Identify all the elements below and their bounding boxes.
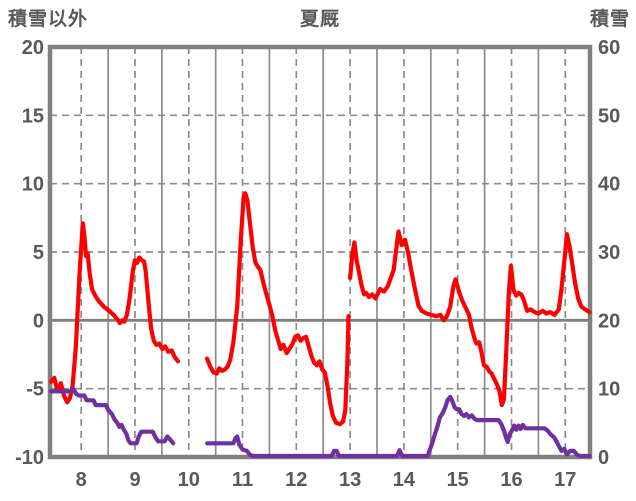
snow-depth-line-series xyxy=(49,386,176,446)
y-left-tick-label: 5 xyxy=(33,242,44,264)
x-tick-label: 11 xyxy=(232,469,253,491)
y-left-tick-label: -10 xyxy=(15,447,44,469)
right-axis-title: 積雪 xyxy=(589,9,630,30)
x-tick-label: 8 xyxy=(76,469,87,491)
y-right-tick-label: 10 xyxy=(598,379,620,401)
temperature-line-series xyxy=(348,229,592,408)
y-right-tick-label: 0 xyxy=(598,447,609,469)
y-right-tick-label: 40 xyxy=(598,174,620,196)
left-axis-title: 積雪以外 xyxy=(8,9,89,30)
x-tick-label: 10 xyxy=(178,469,200,491)
y-left-tick-label: -5 xyxy=(26,379,44,401)
y-left-tick-label: 10 xyxy=(22,174,44,196)
x-tick-label: 12 xyxy=(285,469,307,491)
y-right-tick-label: 30 xyxy=(598,242,620,264)
x-tick-label: 16 xyxy=(500,469,522,491)
y-right-tick-label: 50 xyxy=(598,105,620,127)
y-left-tick-label: 20 xyxy=(22,37,44,59)
y-left-tick-label: 0 xyxy=(33,310,44,332)
temperature-line-series xyxy=(49,221,181,405)
x-tick-label: 17 xyxy=(554,469,576,491)
chart-title: 夏厩 xyxy=(299,9,340,30)
x-tick-label: 14 xyxy=(393,469,416,491)
x-tick-label: 9 xyxy=(129,469,140,491)
temperature-line-series xyxy=(205,191,351,427)
y-left-tick-label: 15 xyxy=(22,105,44,127)
x-tick-label: 13 xyxy=(339,469,361,491)
snow-depth-line-series xyxy=(205,394,592,459)
y-right-tick-label: 60 xyxy=(598,37,620,59)
y-right-tick-label: 20 xyxy=(598,310,620,332)
x-tick-label: 15 xyxy=(447,469,469,491)
